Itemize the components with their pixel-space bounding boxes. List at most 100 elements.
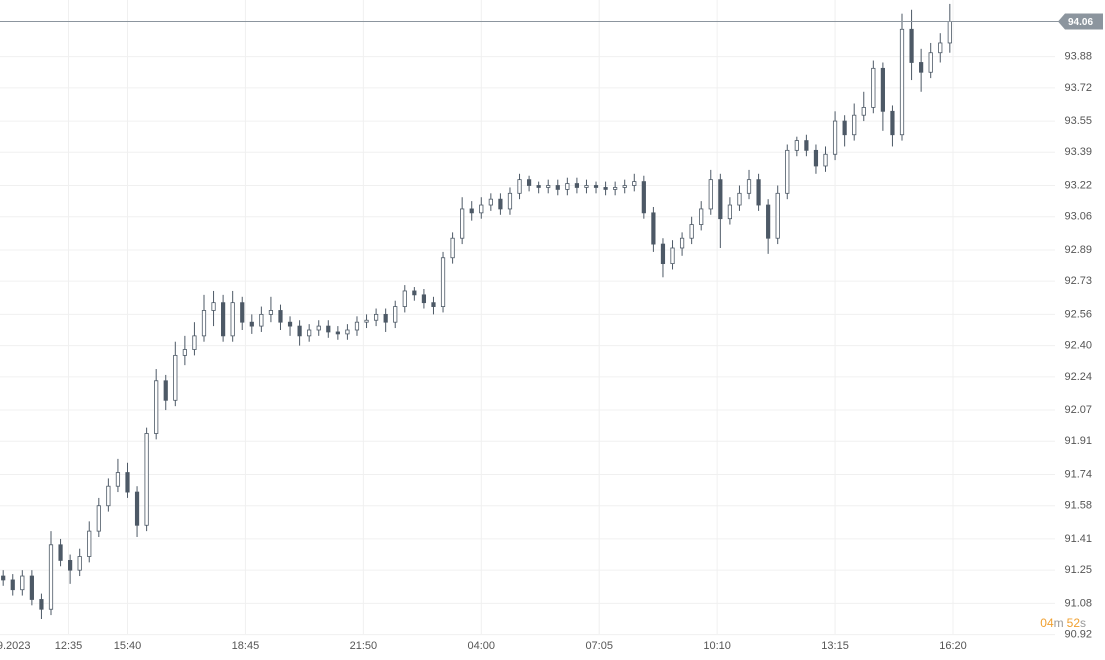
y-tick-label: 91.08 <box>1064 597 1092 609</box>
candle-body <box>689 224 694 239</box>
x-tick-label: 12:35 <box>55 640 83 652</box>
candle-body <box>87 530 92 557</box>
y-tick-label: 91.74 <box>1064 468 1092 480</box>
candle <box>163 374 168 411</box>
y-tick-label: 92.24 <box>1064 371 1092 383</box>
candle <box>268 296 274 323</box>
candle <box>651 206 656 252</box>
candle-body <box>211 302 216 311</box>
y-tick-label: 91.41 <box>1064 533 1092 545</box>
candle-body <box>593 185 599 188</box>
candle <box>345 324 350 340</box>
y-tick-label: 91.58 <box>1064 500 1092 512</box>
candle <box>613 181 618 196</box>
candle <box>498 193 503 215</box>
x-tick-label: 21:50 <box>350 640 378 652</box>
candle-body <box>632 181 637 186</box>
candle <box>852 103 857 141</box>
candle-body <box>507 192 513 210</box>
candle <box>182 335 187 366</box>
candle <box>689 216 694 245</box>
candle-body <box>555 185 560 190</box>
candle-body <box>249 321 254 327</box>
candle <box>517 173 522 200</box>
candle <box>679 232 685 256</box>
x-tick-label: 04:00 <box>468 640 496 652</box>
candle-body <box>852 114 857 136</box>
candle-body <box>766 204 771 239</box>
y-tick-label: 92.56 <box>1064 308 1092 320</box>
candle-body <box>603 187 608 190</box>
candle-body <box>536 185 541 188</box>
candle <box>412 287 417 301</box>
countdown-minutes: 04 <box>1040 616 1054 630</box>
candle <box>278 304 283 330</box>
candle <box>48 531 54 616</box>
candle <box>785 144 790 200</box>
candle <box>221 294 226 342</box>
candle <box>211 290 216 327</box>
last-price-tag <box>1058 13 1103 30</box>
candle <box>192 322 197 356</box>
candle-body <box>823 153 828 167</box>
candle-body <box>756 179 761 206</box>
candle <box>880 62 885 131</box>
y-tick-label: 93.39 <box>1064 146 1092 158</box>
candle-body <box>450 237 455 259</box>
candle <box>440 251 446 313</box>
date-label: 26.09.2023 <box>0 640 31 652</box>
candle-body <box>192 335 197 350</box>
candle-body <box>221 302 226 337</box>
candle-body <box>746 179 752 194</box>
candle-body <box>832 120 838 155</box>
candle <box>201 294 207 342</box>
candle-body <box>565 183 570 190</box>
x-tick-label: 07:05 <box>585 640 613 652</box>
candle <box>507 187 513 215</box>
candle <box>832 111 838 161</box>
candle-body <box>96 505 101 532</box>
candle <box>10 574 15 596</box>
candle-body <box>546 185 551 188</box>
candle <box>326 320 331 338</box>
candle-body <box>383 313 388 323</box>
candle-body <box>469 208 474 214</box>
candle-body <box>402 290 407 307</box>
candle-body <box>431 302 436 307</box>
y-tick-label: 90.92 <box>1064 629 1092 641</box>
candle <box>421 288 427 309</box>
y-tick-label: 92.73 <box>1064 275 1092 287</box>
candle <box>756 173 761 211</box>
candle <box>555 179 560 196</box>
candle-body <box>842 120 847 136</box>
x-tick-label: 10:10 <box>703 640 731 652</box>
candle <box>316 320 321 336</box>
candle <box>823 146 828 172</box>
candle <box>240 296 245 330</box>
candle <box>804 134 809 157</box>
candle <box>1 570 6 586</box>
candle-body <box>268 310 274 315</box>
candle-body <box>641 181 646 214</box>
candle <box>584 179 589 194</box>
candle <box>154 369 159 440</box>
x-tick-label: 18:45 <box>232 640 260 652</box>
candle <box>899 13 905 141</box>
candle-body <box>871 67 876 108</box>
candle <box>890 105 895 147</box>
candle-body <box>890 110 895 136</box>
y-tick-label: 91.25 <box>1064 564 1092 576</box>
candle-body <box>660 243 666 265</box>
candle-body <box>574 183 580 188</box>
candle <box>938 33 943 63</box>
candle-body <box>813 149 819 167</box>
candle <box>96 497 101 537</box>
candle <box>660 238 666 278</box>
candle-body <box>240 302 245 323</box>
candle-body <box>287 321 293 327</box>
candle-body <box>938 42 943 54</box>
candle <box>603 181 608 196</box>
candle <box>450 232 455 264</box>
candle-body <box>1 575 6 581</box>
candle <box>87 521 92 563</box>
